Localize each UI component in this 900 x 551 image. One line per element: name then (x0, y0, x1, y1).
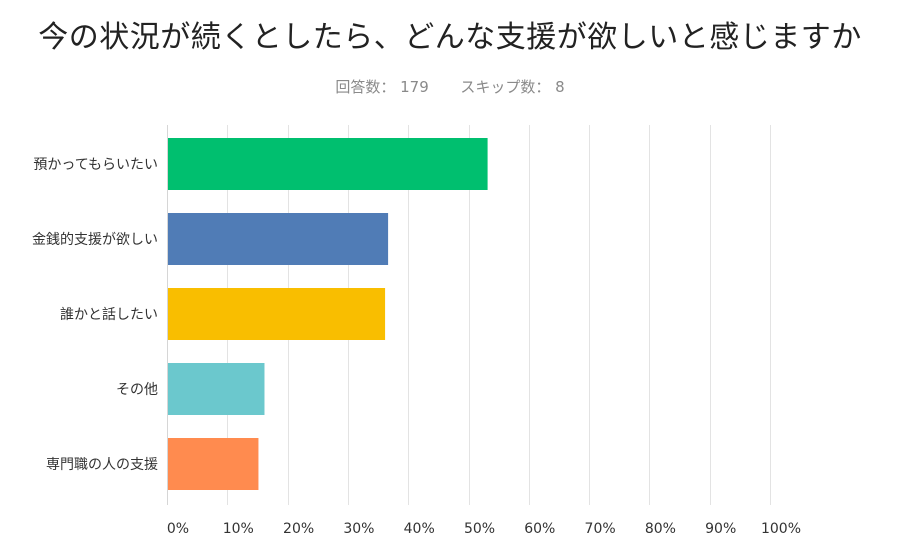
skipped-count: 8 (555, 78, 565, 96)
category-label-4: 専門職の人の支援 (46, 457, 158, 473)
tick-label-5: 50% (464, 521, 495, 537)
category-label-1: 金銭的支援が欲しい (32, 232, 158, 248)
category-label-3: その他 (116, 382, 158, 398)
tick-label-2: 20% (283, 521, 314, 537)
bar-2 (168, 288, 386, 340)
tick-label-10: 100% (761, 521, 801, 537)
bar-0 (168, 138, 488, 190)
answered-count: 179 (400, 78, 429, 96)
tick-label-6: 60% (524, 521, 555, 537)
tick-label-0: 0% (167, 521, 189, 537)
chart-title: 今の状況が続くとしたら、どんな支援が欲しいと感じますか (38, 20, 862, 55)
category-label-0: 預かってもらいたい (33, 157, 158, 173)
tick-label-1: 10% (223, 521, 254, 537)
response-meta: 回答数： 179 スキップ数： 8 (0, 76, 900, 97)
bar-1 (168, 213, 389, 265)
tick-label-4: 40% (404, 521, 435, 537)
tick-label-8: 80% (645, 521, 676, 537)
bar-4 (168, 438, 259, 490)
tick-label-7: 70% (585, 521, 616, 537)
bar-3 (168, 363, 265, 415)
tick-label-3: 30% (343, 521, 374, 537)
category-label-2: 誰かと話したい (60, 306, 158, 323)
tick-label-9: 90% (705, 521, 736, 537)
answered-label: 回答数： (335, 78, 396, 96)
skipped-label: スキップ数： (460, 78, 551, 96)
